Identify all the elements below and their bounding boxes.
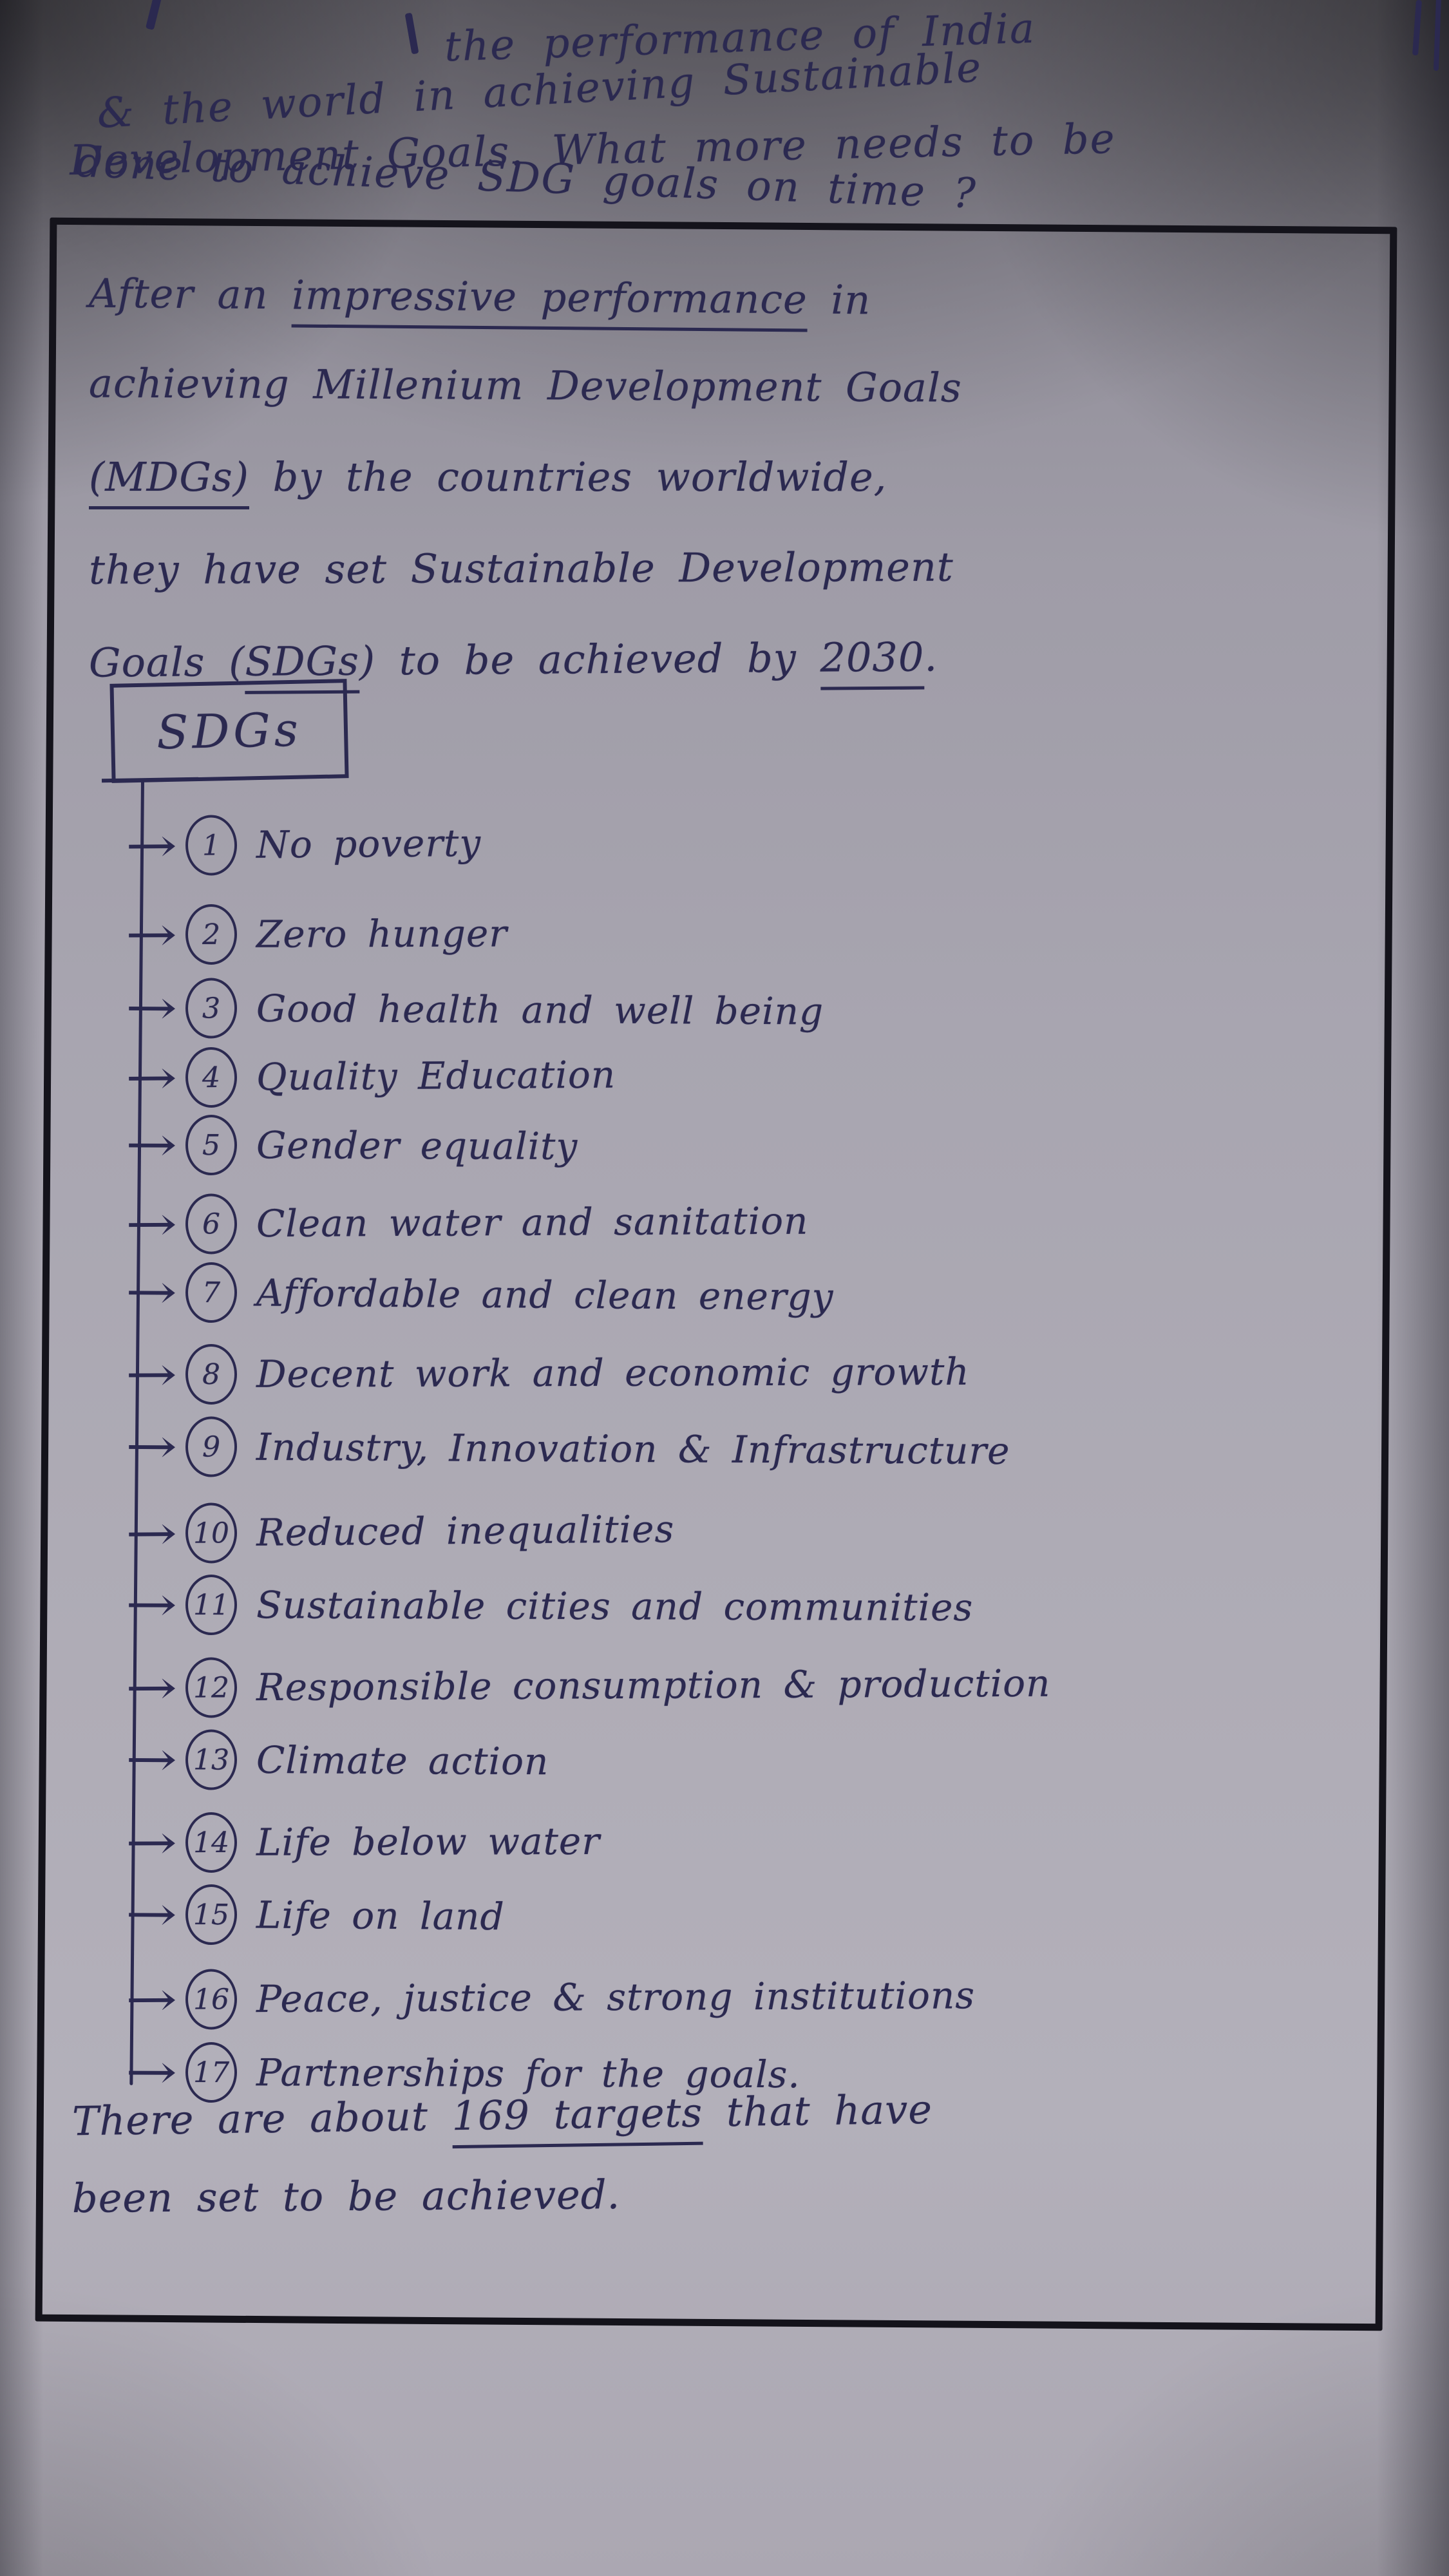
underlined-phrase: (MDGs)	[89, 453, 249, 509]
list-item: → 14 Life below water	[126, 1803, 1394, 1879]
circled-number: 13	[185, 1729, 238, 1790]
item-label: Life below water	[256, 1819, 601, 1864]
arrow-icon: →	[125, 1886, 178, 1942]
arrow-icon: →	[125, 1196, 178, 1253]
circled-number: 9	[185, 1416, 238, 1477]
list-item: → 8 Decent work and economic growth	[126, 1335, 1394, 1410]
arrow-icon: →	[125, 1050, 178, 1106]
paragraph-line: After an impressive performance in	[88, 269, 871, 332]
list-item: → 11 Sustainable cities and communities	[126, 1569, 1394, 1645]
arrow-icon: →	[125, 2044, 178, 2100]
item-label: Responsible consumption & production	[256, 1661, 1051, 1710]
list-item: → 13 Climate action	[125, 1724, 1394, 1801]
circled-number: 3	[185, 978, 238, 1039]
arrow-icon: →	[125, 1505, 178, 1562]
arrow-icon: →	[125, 1264, 178, 1320]
paragraph-line: they have set Sustainable Development	[89, 544, 954, 594]
circled-number: 2	[185, 904, 238, 965]
circled-number: 17	[185, 2041, 238, 2103]
list-item: → 16 Peace, justice & strong institutions	[125, 1958, 1394, 2035]
text-segment: .	[924, 633, 938, 681]
underlined-phrase: 169 targets	[451, 2088, 703, 2149]
item-label: Zero hunger	[256, 911, 508, 956]
paragraph-line: Goals (SDGs) to be achieved by 2030.	[88, 633, 938, 694]
circled-number: 5	[185, 1114, 238, 1176]
arrow-icon: →	[125, 1117, 178, 1173]
list-item: → 9 Industry, Innovation & Infrastructure	[125, 1411, 1394, 1488]
list-item: → 5 Gender equality	[126, 1110, 1394, 1185]
text-segment: achieving Millenium Development Goals	[88, 359, 962, 412]
cut-off-stroke	[1433, 0, 1442, 71]
item-label: Affordable and clean energy	[256, 1271, 834, 1319]
list-item: → 10 Reduced inequalities	[125, 1487, 1394, 1569]
arrow-icon: →	[125, 1418, 178, 1475]
item-label: Reduced inequalities	[256, 1507, 675, 1555]
list-item: → 6 Clean water and sanitation	[125, 1182, 1394, 1260]
list-item: → 1 No poverty	[125, 799, 1394, 881]
text-segment: Goals (	[88, 638, 245, 687]
text-segment: ) to be achieved by	[359, 634, 820, 685]
text-segment: After an	[88, 269, 292, 319]
list-item: → 2 Zero hunger	[126, 895, 1394, 971]
circled-number: 15	[185, 1884, 238, 1946]
arrow-icon: →	[125, 980, 178, 1036]
item-label: Quality Education	[256, 1052, 616, 1099]
sdgs-label-box: SDGs	[109, 679, 349, 783]
arrow-icon: →	[125, 1971, 178, 2028]
circled-number: 7	[185, 1262, 238, 1323]
arrow-icon: →	[125, 1577, 178, 1633]
underlined-phrase: 2030	[820, 633, 925, 690]
circled-number: 11	[185, 1574, 238, 1636]
item-label: Sustainable cities and communities	[256, 1583, 974, 1630]
arrow-icon: →	[125, 1731, 178, 1788]
item-label: Climate action	[256, 1738, 549, 1784]
item-label: Life on land	[256, 1893, 505, 1939]
list-item: → 7 Affordable and clean energy	[125, 1256, 1394, 1336]
underlined-phrase: impressive performance	[291, 271, 808, 332]
circled-number: 1	[185, 815, 238, 876]
list-item: → 12 Responsible consumption & production	[125, 1646, 1394, 1723]
sdgs-label: SDGs	[156, 702, 303, 760]
item-label: Industry, Innovation & Infrastructure	[256, 1425, 1010, 1473]
arrow-icon: →	[125, 1347, 178, 1403]
list-item: → 15 Life on land	[125, 1879, 1394, 1958]
item-label: Clean water and sanitation	[256, 1198, 809, 1246]
circled-number: 8	[185, 1343, 238, 1405]
circled-number: 12	[185, 1657, 238, 1718]
arrow-icon: →	[125, 817, 178, 874]
cut-off-stroke	[404, 12, 419, 55]
circled-number: 6	[185, 1193, 238, 1255]
item-label: Gender equality	[256, 1123, 578, 1168]
text-segment: by the countries worldwide,	[249, 453, 887, 500]
cut-off-stroke	[1412, 0, 1422, 56]
paragraph-line: achieving Millenium Development Goals	[89, 359, 962, 411]
circled-number: 16	[185, 1969, 238, 2030]
arrow-icon: →	[125, 1660, 178, 1716]
arrow-icon: →	[125, 907, 178, 963]
list-item: → 4 Quality Education	[125, 1034, 1394, 1113]
item-label: Decent work and economic growth	[256, 1349, 970, 1396]
circled-number: 10	[185, 1502, 238, 1564]
arrow-icon: →	[125, 1815, 178, 1871]
text-segment: There are about	[71, 2092, 453, 2145]
text-segment: in	[807, 276, 871, 324]
circled-number: 14	[185, 1812, 238, 1873]
paragraph-line: (MDGs) by the countries worldwide,	[89, 453, 887, 509]
text-segment: they have set Sustainable Development	[88, 543, 954, 594]
cut-off-stroke	[145, 0, 162, 30]
item-label: No poverty	[256, 820, 482, 867]
circled-number: 4	[185, 1046, 238, 1108]
closing-line: been set to be achieved.	[72, 2171, 621, 2222]
item-label: Peace, justice & strong institutions	[256, 1973, 976, 2022]
text-segment: that have	[702, 2085, 933, 2136]
item-label: Good health and well being	[256, 986, 824, 1034]
text-segment: been set to be achieved.	[71, 2171, 621, 2222]
